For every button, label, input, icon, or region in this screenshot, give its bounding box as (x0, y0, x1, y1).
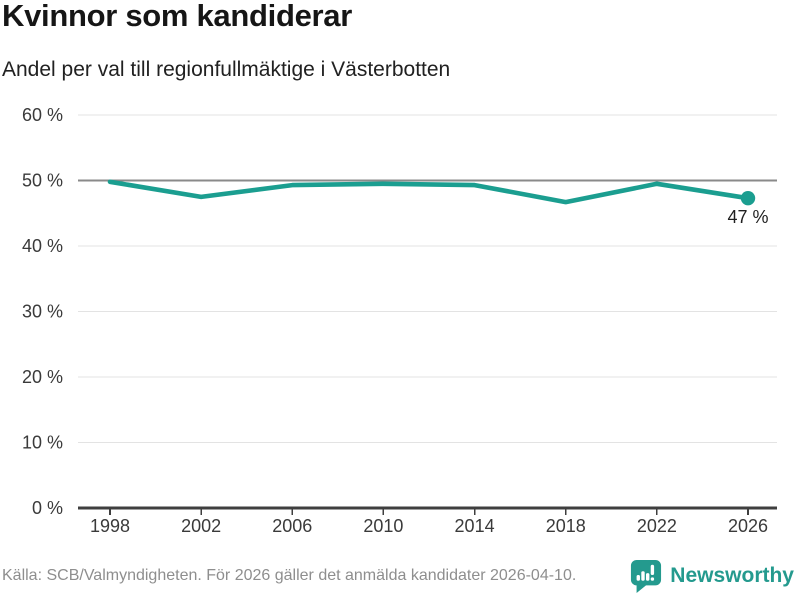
y-tick-label: 20 % (22, 367, 63, 387)
y-tick-label: 60 % (22, 105, 63, 125)
data-line (107, 179, 751, 205)
x-tick-label: 2018 (546, 516, 586, 536)
end-point-marker (740, 190, 756, 206)
y-tick-label: 0 % (32, 498, 63, 518)
y-tick-label: 10 % (22, 433, 63, 453)
y-tick-label: 50 % (22, 171, 63, 191)
x-tick-label: 2022 (637, 516, 677, 536)
x-tick-label: 1998 (90, 516, 130, 536)
x-axis (78, 506, 777, 515)
footer: Källa: SCB/Valmyndigheten. För 2026 gäll… (0, 558, 800, 600)
newsworthy-logo[interactable]: Newsworthy (630, 559, 794, 593)
source-note: Källa: SCB/Valmyndigheten. För 2026 gäll… (2, 567, 577, 584)
chart-title: Kvinnor som kandiderar (2, 0, 352, 33)
y-tick-label: 30 % (22, 302, 63, 322)
x-tick-label: 2010 (363, 516, 403, 536)
newsworthy-wordmark: Newsworthy (670, 564, 794, 587)
end-value-label: 47 % (727, 207, 768, 227)
y-tick-label: 40 % (22, 236, 63, 256)
y-axis-labels: 0 % 10 % 20 % 30 % 40 % 50 % 60 % (22, 105, 63, 518)
newsworthy-logo-icon (630, 559, 662, 593)
x-tick-label: 2026 (728, 516, 768, 536)
x-tick-label: 2002 (181, 516, 221, 536)
chart-subtitle: Andel per val till regionfullmäktige i V… (2, 58, 451, 81)
x-tick-label: 2006 (272, 516, 312, 536)
gridlines (78, 114, 777, 444)
x-tick-label: 2014 (455, 516, 495, 536)
x-axis-labels: 1998 2002 2006 2010 2014 2018 2022 2026 (90, 516, 768, 536)
